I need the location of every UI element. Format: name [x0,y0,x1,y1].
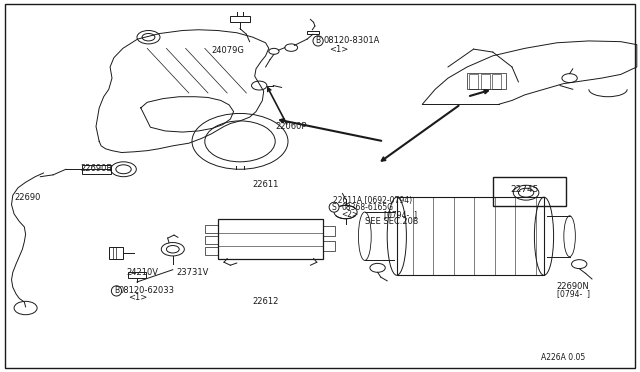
Bar [467,73,506,89]
Bar [109,247,123,259]
Text: 08120-62033: 08120-62033 [118,286,174,295]
Text: 22060P: 22060P [275,122,307,131]
Text: <1>: <1> [330,45,349,54]
Text: <1>: <1> [128,293,147,302]
Text: 22745: 22745 [511,185,539,194]
Text: B: B [316,36,321,45]
Text: A226A 0.05: A226A 0.05 [541,353,585,362]
Text: [0794-  ]: [0794- ] [557,289,590,298]
Text: 22611: 22611 [253,180,279,189]
Text: 22690B: 22690B [80,164,112,173]
Text: 08368-6165G: 08368-6165G [341,203,393,212]
Bar [323,226,335,236]
Text: 23731V: 23731V [176,268,209,277]
Text: B: B [114,286,119,295]
Bar [128,272,146,278]
Bar [205,247,218,255]
Bar [218,219,323,259]
Text: 22690N: 22690N [557,282,589,291]
Text: 22690: 22690 [14,193,40,202]
Text: 08120-8301A: 08120-8301A [324,36,380,45]
Bar [230,16,250,22]
Bar [307,31,319,34]
Bar [323,241,335,251]
Bar [205,225,218,232]
Text: 24079G: 24079G [211,46,244,55]
Bar [481,74,490,89]
Text: [0794-  ]: [0794- ] [384,210,417,219]
Bar [492,74,501,89]
Bar [397,197,544,275]
Text: <2>: <2> [341,210,358,219]
Text: S: S [332,203,337,212]
Text: 22612: 22612 [253,297,279,306]
Bar [469,74,478,89]
Text: 24210V: 24210V [127,268,159,277]
Bar [205,236,218,244]
Bar [493,177,566,206]
Text: SEE SEC.208: SEE SEC.208 [365,217,418,226]
Text: 22611A [0692-0794): 22611A [0692-0794) [333,196,412,205]
Bar [82,165,111,174]
